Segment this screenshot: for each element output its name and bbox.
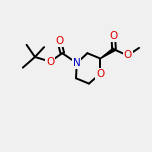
Text: O: O [96, 69, 104, 79]
Text: O: O [109, 31, 117, 41]
Text: O: O [46, 57, 54, 67]
Text: O: O [124, 50, 132, 60]
Polygon shape [100, 48, 115, 59]
Text: O: O [55, 36, 63, 46]
Text: N: N [73, 58, 81, 68]
